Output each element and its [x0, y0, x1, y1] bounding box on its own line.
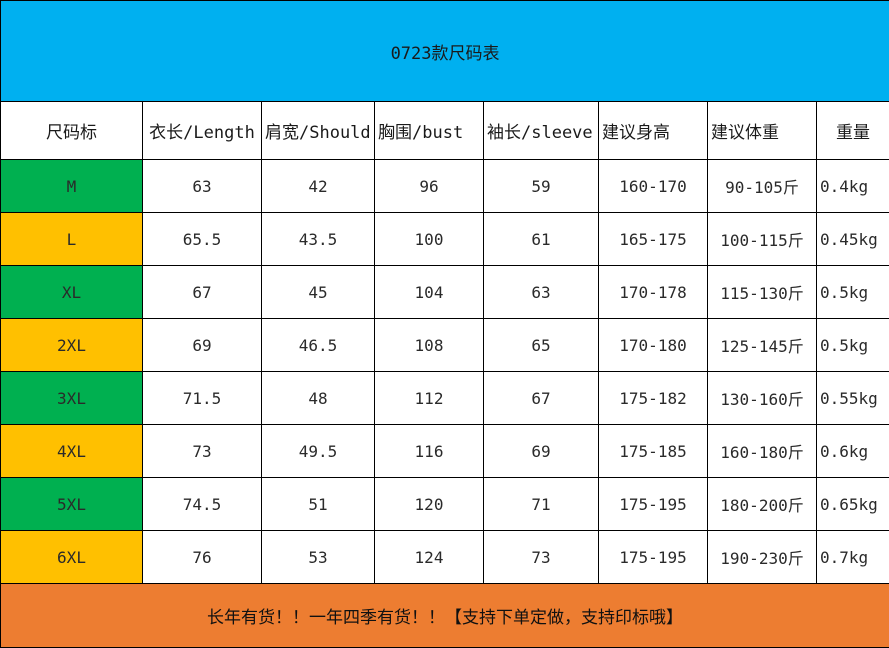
weight-cell: 115-130斤 — [707, 265, 817, 319]
weight-cell: 125-145斤 — [707, 318, 817, 372]
size-cell: L — [0, 212, 143, 266]
sleeve-cell: 71 — [483, 477, 599, 531]
size-cell: M — [0, 159, 143, 213]
weight-cell: 90-105斤 — [707, 159, 817, 213]
shoulder-cell: 46.5 — [261, 318, 375, 372]
header-mass: 重量 — [815, 101, 889, 160]
bust-cell: 124 — [374, 530, 484, 584]
shoulder-cell: 51 — [261, 477, 375, 531]
shoulder-cell: 43.5 — [261, 212, 375, 266]
bust-cell: 120 — [374, 477, 484, 531]
table-row: 5XL 74.5 51 120 71 175-195 180-200斤 0.65kg — [0, 477, 889, 531]
size-cell: 3XL — [0, 371, 143, 425]
weight-cell: 160-180斤 — [707, 424, 817, 478]
header-row: 尺码标 衣长/Length 肩宽/Should 胸围/bust 袖长/sleev… — [0, 101, 889, 160]
sleeve-cell: 67 — [483, 371, 599, 425]
mass-cell: 0.65kg — [815, 477, 889, 531]
header-sleeve: 袖长/sleeve — [483, 101, 599, 160]
size-cell: 5XL — [0, 477, 143, 531]
table-row: L 65.5 43.5 100 61 165-175 100-115斤 0.45kg — [0, 212, 889, 266]
table-row: 6XL 76 53 124 73 175-195 190-230斤 0.7kg — [0, 530, 889, 584]
length-cell: 63 — [142, 159, 262, 213]
size-cell: XL — [0, 265, 143, 319]
mass-cell: 0.45kg — [815, 212, 889, 266]
header-weight: 建议体重 — [707, 101, 817, 160]
mass-cell: 0.5kg — [815, 265, 889, 319]
footer-note: 长年有货！！一年四季有货！！【支持下单定做，支持印标哦】 — [0, 583, 889, 648]
weight-cell: 130-160斤 — [707, 371, 817, 425]
height-cell: 170-180 — [598, 318, 708, 372]
size-cell: 2XL — [0, 318, 143, 372]
shoulder-cell: 49.5 — [261, 424, 375, 478]
mass-cell: 0.55kg — [815, 371, 889, 425]
bust-cell: 100 — [374, 212, 484, 266]
weight-cell: 190-230斤 — [707, 530, 817, 584]
mass-cell: 0.6kg — [815, 424, 889, 478]
shoulder-cell: 48 — [261, 371, 375, 425]
mass-cell: 0.5kg — [815, 318, 889, 372]
length-cell: 73 — [142, 424, 262, 478]
height-cell: 165-175 — [598, 212, 708, 266]
bust-cell: 108 — [374, 318, 484, 372]
sleeve-cell: 73 — [483, 530, 599, 584]
shoulder-cell: 45 — [261, 265, 375, 319]
bust-cell: 116 — [374, 424, 484, 478]
table-row: XL 67 45 104 63 170-178 115-130斤 0.5kg — [0, 265, 889, 319]
header-length: 衣长/Length — [142, 101, 262, 160]
sleeve-cell: 69 — [483, 424, 599, 478]
table-row: M 63 42 96 59 160-170 90-105斤 0.4kg — [0, 159, 889, 213]
height-cell: 170-178 — [598, 265, 708, 319]
bust-cell: 96 — [374, 159, 484, 213]
size-cell: 6XL — [0, 530, 143, 584]
sleeve-cell: 59 — [483, 159, 599, 213]
mass-cell: 0.7kg — [815, 530, 889, 584]
weight-cell: 180-200斤 — [707, 477, 817, 531]
header-height: 建议身高 — [598, 101, 708, 160]
table-row: 4XL 73 49.5 116 69 175-185 160-180斤 0.6kg — [0, 424, 889, 478]
sleeve-cell: 61 — [483, 212, 599, 266]
table-row: 3XL 71.5 48 112 67 175-182 130-160斤 0.55kg — [0, 371, 889, 425]
height-cell: 175-182 — [598, 371, 708, 425]
height-cell: 175-195 — [598, 530, 708, 584]
size-cell: 4XL — [0, 424, 143, 478]
height-cell: 175-185 — [598, 424, 708, 478]
length-cell: 69 — [142, 318, 262, 372]
header-size: 尺码标 — [0, 101, 143, 160]
bust-cell: 112 — [374, 371, 484, 425]
header-bust: 胸围/bust — [374, 101, 484, 160]
height-cell: 160-170 — [598, 159, 708, 213]
shoulder-cell: 42 — [261, 159, 375, 213]
sleeve-cell: 63 — [483, 265, 599, 319]
header-shoulder: 肩宽/Should — [261, 101, 375, 160]
length-cell: 71.5 — [142, 371, 262, 425]
mass-cell: 0.4kg — [815, 159, 889, 213]
height-cell: 175-195 — [598, 477, 708, 531]
sleeve-cell: 65 — [483, 318, 599, 372]
weight-cell: 100-115斤 — [707, 212, 817, 266]
length-cell: 76 — [142, 530, 262, 584]
chart-title: 0723款尺码表 — [0, 0, 889, 102]
shoulder-cell: 53 — [261, 530, 375, 584]
length-cell: 67 — [142, 265, 262, 319]
table-row: 2XL 69 46.5 108 65 170-180 125-145斤 0.5kg — [0, 318, 889, 372]
length-cell: 74.5 — [142, 477, 262, 531]
length-cell: 65.5 — [142, 212, 262, 266]
bust-cell: 104 — [374, 265, 484, 319]
